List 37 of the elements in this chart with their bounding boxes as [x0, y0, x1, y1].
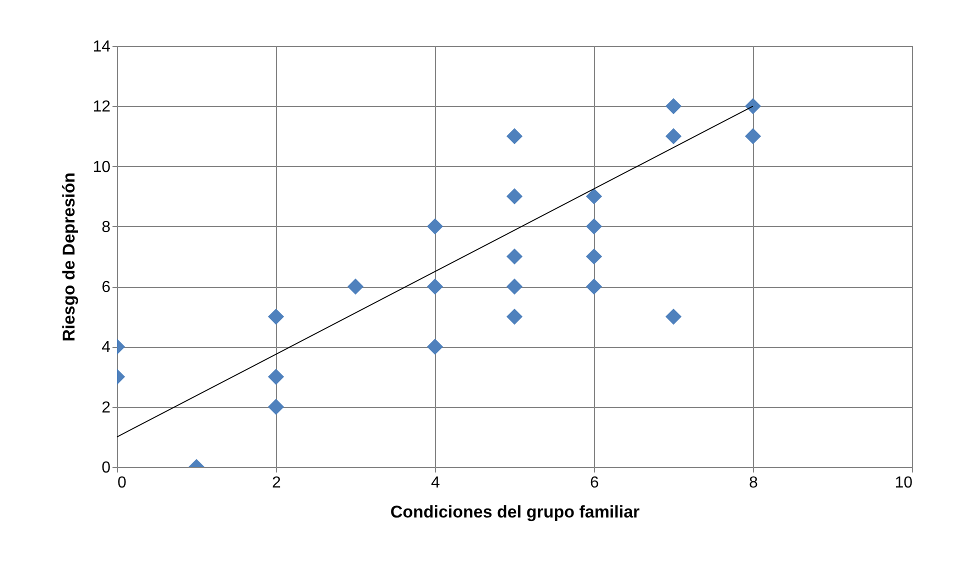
point [268, 308, 284, 325]
point [665, 128, 682, 144]
y-tick-label: 4 [102, 339, 111, 356]
x-tick-label: 0 [118, 474, 126, 492]
y-tick-label: 10 [92, 158, 111, 176]
point [506, 128, 523, 144]
point [268, 368, 284, 385]
x-axis-title: Condiciones del grupo familiar [390, 502, 640, 522]
x-tick-label: 2 [272, 474, 282, 492]
point [586, 188, 602, 204]
point [426, 278, 444, 295]
x-tick-label: 8 [749, 474, 758, 492]
point [506, 248, 523, 265]
y-tick-label: 14 [92, 38, 111, 56]
y-tick-label: 2 [102, 399, 111, 416]
point [426, 218, 444, 234]
point [744, 128, 762, 144]
y-tick-label: 12 [92, 98, 111, 116]
point [665, 308, 682, 325]
point [426, 338, 444, 355]
y-axis-title: Riesgo de Depresión [60, 172, 79, 342]
x-tick-label: 10 [894, 474, 913, 492]
point [347, 278, 364, 295]
y-tick-label: 0 [102, 460, 111, 476]
point [268, 398, 284, 415]
point [586, 248, 602, 265]
y-tick-label: 8 [102, 218, 111, 236]
point [665, 98, 682, 114]
point [744, 98, 762, 114]
point [586, 218, 602, 234]
x-tick-label: 4 [431, 474, 440, 492]
point [506, 188, 523, 204]
point [506, 278, 523, 295]
x-tick-label: 6 [590, 474, 600, 492]
y-tick-label: 6 [102, 279, 111, 296]
point [506, 308, 523, 325]
point [586, 278, 602, 295]
